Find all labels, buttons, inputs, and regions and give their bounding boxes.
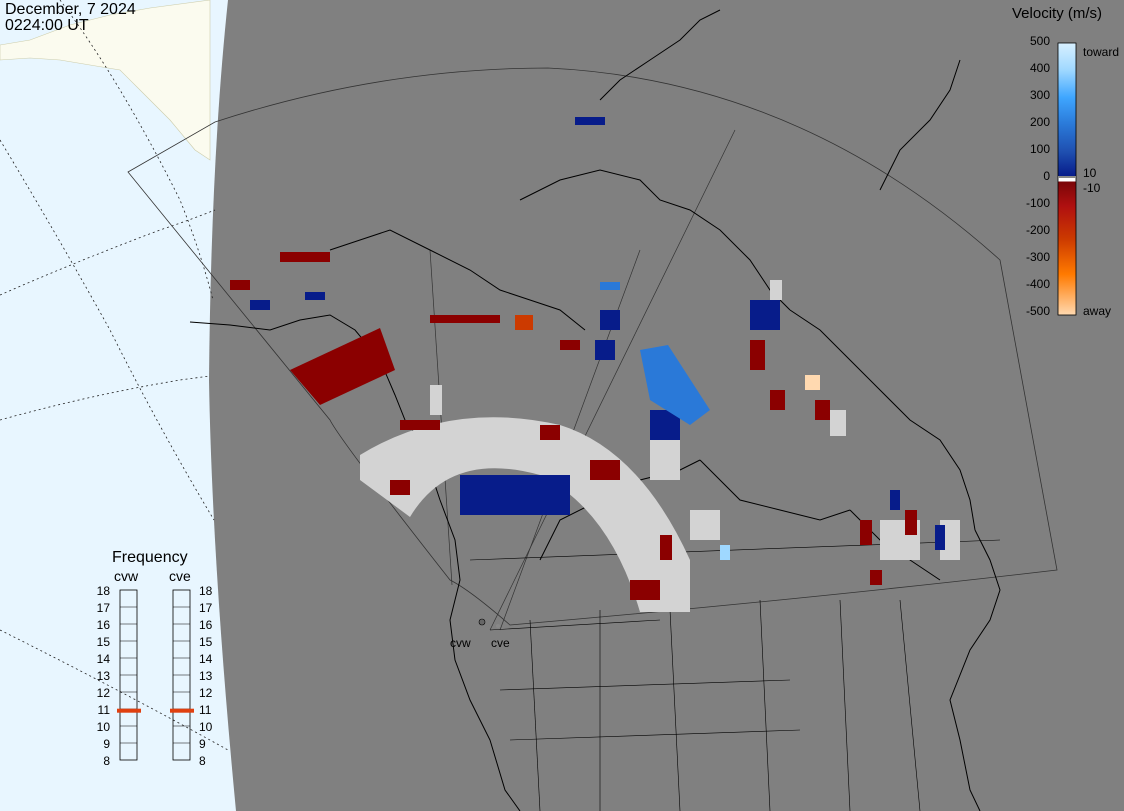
radar-site-marker-cve bbox=[496, 624, 500, 628]
radar-site-label-cvw: cvw bbox=[450, 636, 471, 650]
frequency-radar-name-cve: cve bbox=[169, 568, 191, 584]
freq-tick-right: 14 bbox=[199, 652, 213, 666]
freq-tick-right: 8 bbox=[199, 754, 206, 768]
date-label: December, 7 2024 bbox=[5, 1, 136, 18]
light-toward-echo bbox=[720, 545, 730, 560]
frequency-radar-name-cvw: cvw bbox=[114, 568, 139, 584]
freq-tick-right: 12 bbox=[199, 686, 213, 700]
colorbar-tick: -400 bbox=[1025, 277, 1050, 291]
plus-threshold-label: 10 bbox=[1083, 166, 1097, 180]
frequency-bars bbox=[117, 589, 194, 761]
toward-label: toward bbox=[1083, 45, 1120, 59]
minus-threshold-label: -10 bbox=[1083, 181, 1101, 195]
medium-toward-echo bbox=[640, 345, 710, 425]
light-away-echo bbox=[805, 375, 820, 390]
alaska-daylight-land bbox=[0, 0, 211, 161]
freq-tick-left: 9 bbox=[103, 737, 110, 751]
lat-lon-grid bbox=[0, 0, 229, 751]
freq-tick-right: 18 bbox=[199, 584, 213, 598]
radar-site-label-cve: cve bbox=[491, 636, 510, 650]
colorbar-tick: -200 bbox=[1025, 223, 1050, 237]
colorbar-tick: 300 bbox=[1029, 88, 1050, 102]
freq-tick-left: 8 bbox=[103, 754, 110, 768]
freq-tick-right: 9 bbox=[199, 737, 206, 751]
colorbar-tick: -300 bbox=[1025, 250, 1050, 264]
radar-site-marker-cvw bbox=[478, 618, 486, 626]
freq-tick-right: 15 bbox=[199, 635, 213, 649]
freq-tick-left: 11 bbox=[97, 703, 110, 717]
colorbar-tick: -500 bbox=[1025, 304, 1050, 318]
colorbar-tick: -100 bbox=[1025, 196, 1050, 210]
away-velocity-echoes bbox=[230, 252, 917, 600]
freq-tick-left: 18 bbox=[96, 584, 110, 598]
toward-velocity-echoes bbox=[250, 117, 945, 550]
freq-tick-left: 15 bbox=[96, 635, 110, 649]
freq-tick-left: 14 bbox=[96, 652, 110, 666]
time-label: 0224:00 UT bbox=[5, 17, 89, 34]
colorbar-tick: 400 bbox=[1029, 61, 1050, 75]
toward-echo-north bbox=[600, 282, 620, 290]
colorbar-title: Velocity (m/s) bbox=[1012, 5, 1103, 22]
fov-outline bbox=[127, 67, 1058, 626]
freq-tick-left: 13 bbox=[96, 669, 110, 683]
freq-tick-left: 17 bbox=[96, 601, 110, 615]
freq-tick-right: 16 bbox=[199, 618, 213, 632]
freq-tick-left: 12 bbox=[96, 686, 110, 700]
colorbar-tick: 500 bbox=[1029, 34, 1050, 48]
freq-tick-left: 10 bbox=[96, 720, 110, 734]
strong-away-echo bbox=[515, 315, 533, 330]
colorbar-tick: 200 bbox=[1029, 115, 1050, 129]
velocity-colorbar bbox=[1057, 42, 1077, 316]
frequency-marker-cve bbox=[170, 708, 194, 713]
frequency-title: Frequency bbox=[112, 549, 188, 566]
freq-tick-left: 16 bbox=[96, 618, 110, 632]
colorbar-tick: 100 bbox=[1029, 142, 1050, 156]
freq-tick-right: 13 bbox=[199, 669, 213, 683]
freq-tick-right: 17 bbox=[199, 601, 213, 615]
freq-tick-right: 10 bbox=[199, 720, 213, 734]
frequency-marker-cvw bbox=[117, 708, 141, 713]
freq-tick-right: 11 bbox=[199, 703, 212, 717]
colorbar-tick: 0 bbox=[1043, 169, 1050, 183]
away-label: away bbox=[1083, 304, 1112, 318]
